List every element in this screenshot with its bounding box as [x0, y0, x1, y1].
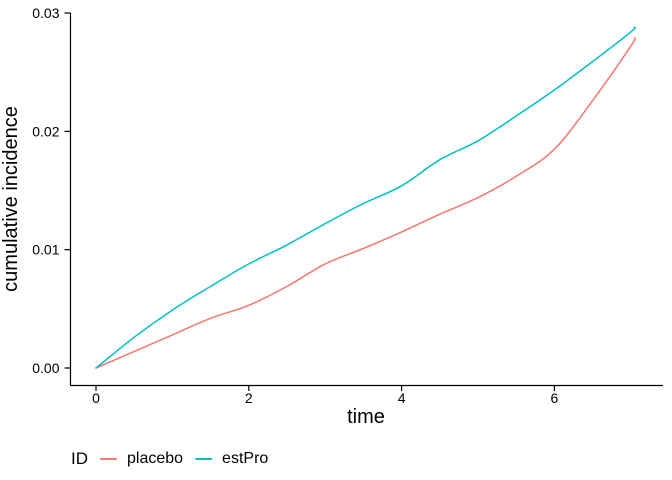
series-line-placebo [95, 37, 636, 369]
y-tick-label: 0.02 [32, 123, 59, 139]
axes [69, 13, 663, 387]
x-tick-label: 4 [398, 390, 406, 406]
legend-swatch-placebo [100, 458, 117, 460]
series-lines [95, 26, 636, 369]
legend-item-estPro: estPro [195, 450, 268, 468]
x-tick-label: 0 [92, 390, 100, 406]
legend-title: ID [71, 449, 88, 468]
x-tick-label: 6 [551, 390, 559, 406]
y-tick-label: 0.03 [32, 5, 59, 21]
x-axis-title: time [347, 406, 385, 428]
y-tick-label: 0.00 [32, 360, 59, 376]
legend: ID placebo estPro [71, 449, 268, 469]
y-axis-title: cumulative incidence [0, 106, 22, 292]
legend-item-placebo: placebo [100, 450, 183, 468]
legend-swatch-estPro [195, 458, 213, 460]
series-line-estPro [95, 26, 636, 369]
x-tick-label: 2 [245, 390, 253, 406]
legend-label-placebo: placebo [127, 450, 184, 467]
legend-items: placebo estPro [100, 450, 268, 468]
axis-ticks: 0.00 0.01 0.02 0.03 0 2 4 6 [32, 5, 558, 406]
plot-canvas: 0.00 0.01 0.02 0.03 0 2 4 6 time cumulative inc… [0, 5, 663, 428]
y-tick-label: 0.01 [32, 242, 59, 258]
legend-label-estPro: estPro [222, 450, 269, 467]
